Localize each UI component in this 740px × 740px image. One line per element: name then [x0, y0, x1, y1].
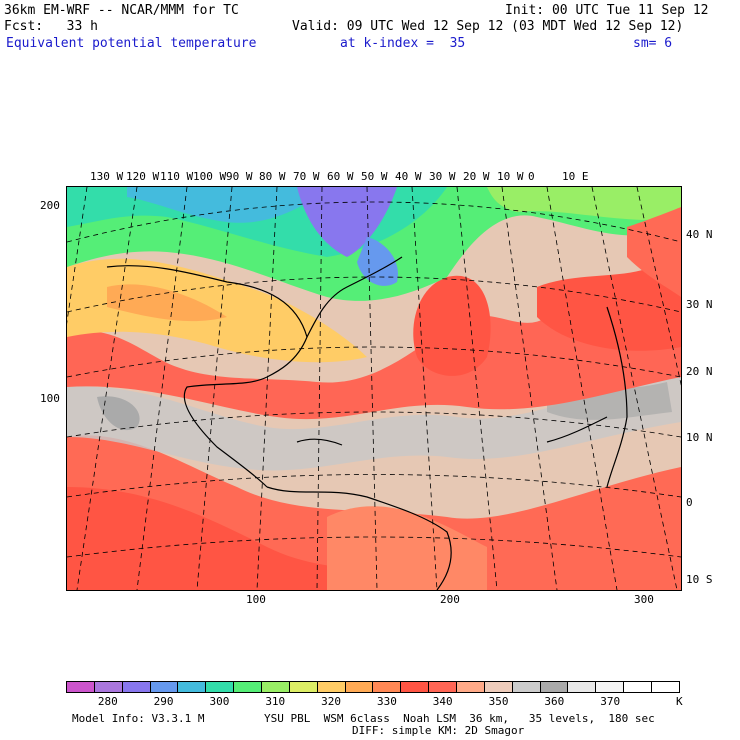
diffusion-info: DIFF: simple KM: 2D Smagor: [352, 724, 525, 737]
colorbar-swatch: [512, 682, 541, 692]
smoothing-info: sm= 6: [633, 36, 673, 51]
x-grid-label: 300: [634, 593, 654, 606]
lon-label: 10 W: [497, 170, 524, 183]
level-info: at k-index = 35: [340, 36, 466, 51]
colorbar-label: 280: [97, 695, 118, 708]
colorbar: [66, 681, 680, 693]
colorbar-swatch: [178, 682, 207, 692]
colorbar-swatch: [596, 682, 625, 692]
colorbar-swatch: [67, 682, 95, 692]
lon-label: 10 E: [562, 170, 589, 183]
colorbar-label: 370: [600, 695, 621, 708]
lon-label: 40 W: [395, 170, 422, 183]
lon-label: 50 W: [361, 170, 388, 183]
lon-label: 30 W: [429, 170, 456, 183]
colorbar-label: 290: [153, 695, 174, 708]
lon-label: 60 W: [327, 170, 354, 183]
init-time: Init: 00 UTC Tue 11 Sep 12: [505, 3, 709, 18]
colorbar-swatch: [484, 682, 513, 692]
lon-label: 120 W: [126, 170, 160, 183]
colorbar-swatch: [540, 682, 569, 692]
colorbar-label: 300: [209, 695, 230, 708]
colorbar-unit: K: [676, 695, 683, 708]
field-name: Equivalent potential temperature: [6, 36, 257, 51]
colorbar-label: 320: [321, 695, 341, 708]
physics-info: YSU PBL WSM 6class Noah LSM 36 km, 35 le…: [264, 712, 655, 725]
x-grid-label: 100: [246, 593, 266, 606]
colorbar-swatch: [289, 682, 318, 692]
colorbar-swatch: [373, 682, 402, 692]
lon-label: 130 W: [90, 170, 124, 183]
colorbar-swatch: [401, 682, 430, 692]
colorbar-label: 360: [544, 695, 565, 708]
colorbar-label: 340: [432, 695, 453, 708]
colorbar-swatch: [345, 682, 374, 692]
colorbar-swatch: [150, 682, 179, 692]
y-grid-label: 100: [40, 392, 60, 405]
theta-e-map: [66, 186, 682, 591]
lon-label: 70 W: [293, 170, 320, 183]
y-grid-label: 200: [40, 199, 60, 212]
colorbar-label: 310: [265, 695, 286, 708]
lat-label: 30 N: [686, 298, 713, 311]
colorbar-swatch: [262, 682, 290, 692]
lon-label: 0: [528, 170, 535, 183]
lat-label: 40 N: [686, 228, 713, 241]
colorbar-swatch: [234, 682, 263, 692]
colorbar-swatch: [206, 682, 235, 692]
colorbar-swatch: [317, 682, 346, 692]
lat-label: 20 N: [686, 365, 713, 378]
colorbar-swatch: [457, 682, 485, 692]
colorbar-swatch: [652, 682, 679, 692]
colorbar-label: 330: [376, 695, 397, 708]
model-info: Model Info: V3.3.1 M: [72, 712, 205, 725]
colorbar-label: 350: [488, 695, 509, 708]
colorbar-swatch: [568, 682, 597, 692]
forecast-hour: Fcst: 33 h: [4, 19, 98, 34]
model-title: 36km EM-WRF -- NCAR/MMM for TC: [4, 3, 239, 18]
lon-label: 100 W: [193, 170, 227, 183]
colorbar-swatch: [429, 682, 458, 692]
valid-time: Valid: 09 UTC Wed 12 Sep 12 (03 MDT Wed …: [292, 19, 684, 34]
lon-label: 20 W: [463, 170, 490, 183]
lat-label: 10 S: [686, 573, 713, 586]
lat-label: 10 N: [686, 431, 713, 444]
lon-label: 110 W: [160, 170, 194, 183]
lon-label: 80 W: [259, 170, 286, 183]
x-grid-label: 200: [440, 593, 460, 606]
lat-label: 0: [686, 496, 693, 509]
colorbar-swatch: [94, 682, 123, 692]
colorbar-swatch: [122, 682, 151, 692]
colorbar-swatch: [624, 682, 653, 692]
lon-label: 90 W: [226, 170, 253, 183]
